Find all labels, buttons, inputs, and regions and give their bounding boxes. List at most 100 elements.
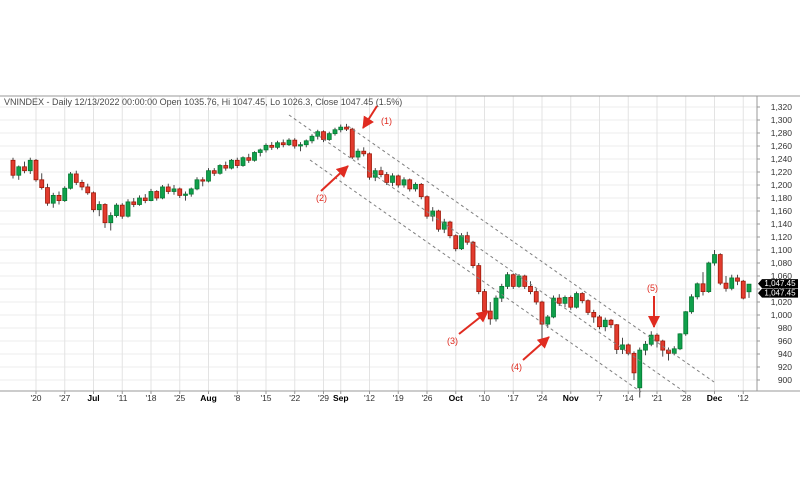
annotation-label[interactable]: (3) bbox=[447, 336, 458, 346]
trend-channel bbox=[288, 114, 715, 394]
candle-body bbox=[602, 319, 608, 328]
annotation-arrow[interactable] bbox=[522, 336, 550, 361]
candles-layer bbox=[10, 123, 752, 398]
candle-body bbox=[257, 149, 263, 153]
candle-body bbox=[533, 291, 539, 303]
y-axis-label: 1,140 bbox=[771, 219, 793, 229]
annotation-arrow[interactable] bbox=[320, 165, 349, 192]
chart-plot-area[interactable] bbox=[0, 96, 757, 391]
middle-channel-line[interactable] bbox=[288, 114, 687, 394]
candle bbox=[706, 261, 712, 293]
candle-body bbox=[119, 204, 125, 217]
candle bbox=[568, 295, 574, 310]
price-tag bbox=[758, 279, 798, 289]
candle-body bbox=[677, 333, 683, 350]
candle-body bbox=[556, 297, 562, 304]
candle bbox=[85, 183, 91, 195]
candle bbox=[740, 279, 746, 300]
axes bbox=[0, 95, 800, 392]
x-axis-label: '15 bbox=[260, 393, 271, 403]
candle bbox=[378, 166, 384, 178]
candle-body bbox=[68, 173, 73, 189]
candle bbox=[643, 341, 648, 356]
x-axis-label: '19 bbox=[393, 393, 404, 403]
candle-body bbox=[56, 194, 62, 201]
candle-body bbox=[545, 316, 551, 325]
candle bbox=[102, 203, 108, 228]
candle bbox=[200, 177, 206, 187]
candle bbox=[574, 291, 579, 309]
candle-body bbox=[73, 173, 79, 183]
candle-body bbox=[188, 188, 194, 195]
annotation-arrow[interactable] bbox=[458, 310, 489, 335]
candle bbox=[234, 157, 240, 169]
candle-body bbox=[177, 188, 183, 196]
candle-body bbox=[27, 159, 33, 172]
x-axis-label: '25 bbox=[174, 393, 185, 403]
candle bbox=[637, 347, 643, 398]
lower-channel-line[interactable] bbox=[309, 159, 642, 393]
candle-body bbox=[401, 179, 407, 186]
candle-body bbox=[683, 311, 689, 335]
candle bbox=[614, 324, 620, 354]
candle-body bbox=[706, 262, 712, 293]
candle bbox=[165, 183, 171, 195]
candle bbox=[677, 333, 683, 351]
candle bbox=[660, 339, 666, 357]
annotation-label[interactable]: (1) bbox=[381, 116, 392, 126]
candle-body bbox=[79, 181, 85, 188]
candle bbox=[390, 173, 395, 187]
chart-title: VNINDEX - Daily 12/13/2022 00:00:00 Open… bbox=[4, 97, 403, 107]
candle-body bbox=[493, 297, 499, 320]
annotation-label[interactable]: (4) bbox=[511, 362, 522, 372]
x-axis-label: '12 bbox=[738, 393, 749, 403]
candle-body bbox=[223, 165, 229, 169]
candle-body bbox=[234, 159, 240, 166]
candle bbox=[407, 178, 413, 192]
upper-channel-line[interactable] bbox=[347, 125, 715, 383]
candle bbox=[309, 134, 315, 144]
annotation-label[interactable]: (2) bbox=[316, 193, 327, 203]
candle-body bbox=[62, 187, 68, 202]
candle-body bbox=[395, 175, 401, 186]
candle-body bbox=[740, 280, 746, 299]
candle bbox=[275, 140, 280, 150]
candle bbox=[413, 182, 418, 192]
candle bbox=[269, 142, 275, 150]
y-axis-label: 1,120 bbox=[771, 232, 793, 242]
candle bbox=[735, 274, 740, 286]
y-axis-label: 960 bbox=[778, 336, 792, 346]
candle bbox=[50, 192, 56, 208]
x-axis-label: Nov bbox=[563, 393, 579, 403]
x-axis-label: '26 bbox=[421, 393, 432, 403]
x-axis-label: '21 bbox=[651, 393, 662, 403]
candle-body bbox=[464, 235, 470, 243]
candle bbox=[160, 185, 165, 200]
candle-body bbox=[85, 186, 91, 194]
candle bbox=[545, 315, 551, 328]
y-axis-label: 1,100 bbox=[771, 245, 793, 255]
candle-body bbox=[717, 254, 723, 284]
candle-body bbox=[263, 144, 269, 151]
candle-body bbox=[516, 275, 522, 287]
candle bbox=[292, 138, 298, 149]
candle bbox=[45, 183, 50, 206]
candle-body bbox=[637, 349, 643, 389]
x-axis-label: '22 bbox=[289, 393, 300, 403]
candle bbox=[206, 168, 211, 183]
candle-body bbox=[142, 197, 148, 201]
candle-body bbox=[694, 283, 700, 298]
candle-body bbox=[729, 277, 735, 289]
candle-body bbox=[643, 343, 648, 351]
candle-body bbox=[165, 186, 171, 192]
annotation-label[interactable]: (5) bbox=[647, 283, 658, 293]
candle bbox=[183, 191, 188, 201]
price-axis: 9009209409609801,0001,0201,0401,0601,080… bbox=[757, 102, 792, 385]
candle-body bbox=[211, 170, 217, 174]
candle bbox=[470, 240, 476, 269]
x-axis-label: '11 bbox=[117, 393, 128, 403]
candle-body bbox=[275, 142, 280, 148]
candle bbox=[689, 294, 694, 314]
candle bbox=[499, 283, 505, 302]
annotation-arrow[interactable] bbox=[362, 105, 378, 129]
